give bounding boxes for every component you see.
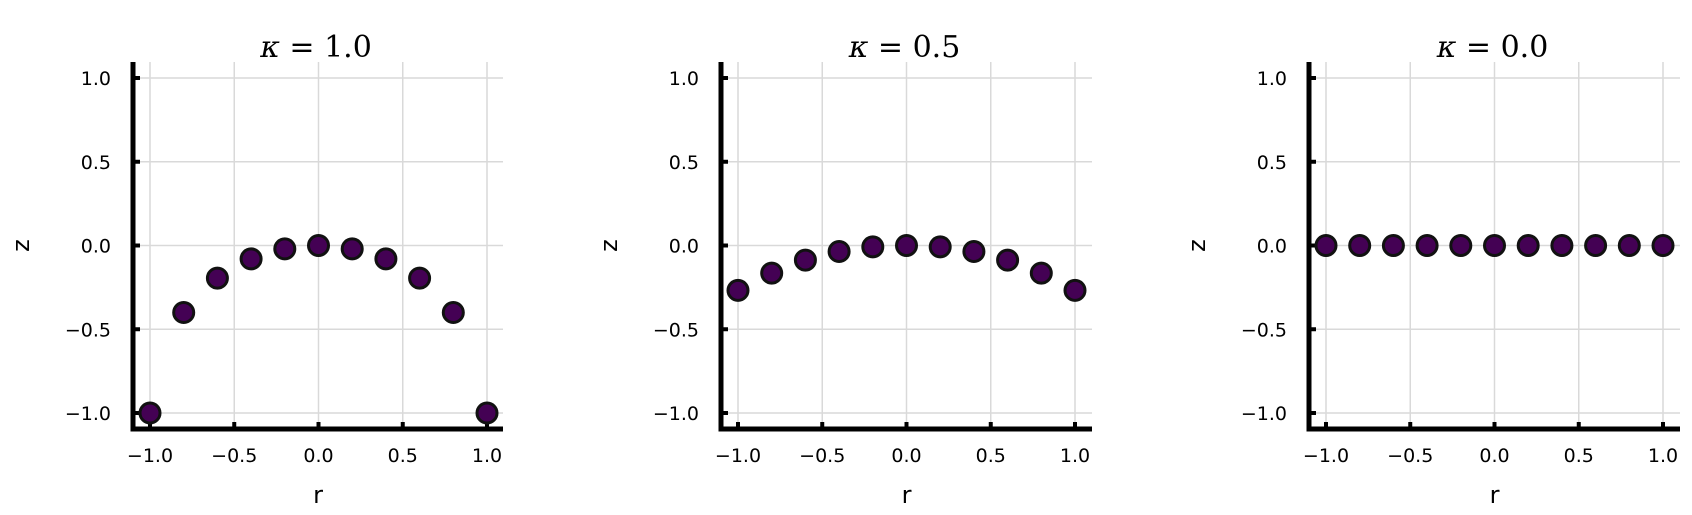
y-tick-label: 0.0 bbox=[1257, 236, 1287, 258]
data-point bbox=[441, 301, 465, 324]
data-point bbox=[138, 401, 162, 425]
panel-2: −1.0 −0.5 0.0 0.5 1.0 1.0 0.5 0.0 −0.5 −1.0 r z κ = … bbox=[595, 30, 1092, 509]
y-tick-label: −1.0 bbox=[653, 403, 699, 425]
x-tick-label: 1.0 bbox=[1060, 445, 1090, 467]
data-point bbox=[996, 248, 1020, 272]
y-tick-label: −1.0 bbox=[65, 403, 111, 425]
data-point bbox=[408, 266, 432, 290]
x-tick-label: −1.0 bbox=[1303, 445, 1349, 467]
y-tick-label: −1.0 bbox=[1241, 403, 1287, 425]
x-axis-label: r bbox=[902, 481, 912, 509]
data-point bbox=[928, 235, 952, 259]
data-point bbox=[307, 234, 330, 257]
series-points bbox=[726, 234, 1087, 302]
y-axis-label: z bbox=[7, 239, 35, 252]
title-value: = 0.5 bbox=[878, 30, 960, 65]
x-tick-label: 0.5 bbox=[388, 445, 418, 467]
data-point bbox=[172, 301, 196, 324]
x-tick-label: −1.0 bbox=[127, 445, 173, 467]
data-point bbox=[1063, 278, 1087, 302]
x-axis-label: r bbox=[1490, 481, 1500, 509]
data-point bbox=[239, 247, 263, 271]
y-tick-label: −0.5 bbox=[653, 319, 699, 341]
x-tick-label: 0.0 bbox=[891, 445, 921, 467]
title-symbol: κ bbox=[848, 30, 878, 65]
x-tick-label: 0.5 bbox=[1564, 445, 1594, 467]
x-tick-label: 1.0 bbox=[472, 445, 502, 467]
y-tick-label: 1.0 bbox=[81, 68, 111, 90]
data-point bbox=[340, 237, 364, 261]
data-point bbox=[205, 266, 229, 290]
x-tick-label: −1.0 bbox=[715, 445, 761, 467]
title-value: = 0.0 bbox=[1466, 30, 1548, 65]
x-tick-label: 0.5 bbox=[976, 445, 1006, 467]
data-point bbox=[1449, 234, 1473, 257]
y-tick-label: −0.5 bbox=[65, 319, 111, 341]
series-points bbox=[138, 234, 499, 425]
y-tick-label: 1.0 bbox=[1257, 68, 1287, 90]
x-axis-label: r bbox=[313, 481, 323, 509]
chart-title: κ = 0.5 bbox=[848, 30, 961, 65]
data-point bbox=[793, 248, 817, 272]
data-point bbox=[1584, 234, 1608, 257]
y-axis-label: z bbox=[1183, 239, 1211, 252]
data-point bbox=[1483, 234, 1506, 257]
x-tick-label: 0.0 bbox=[303, 445, 333, 467]
series-points bbox=[1314, 234, 1675, 257]
y-tick-label: 0.0 bbox=[669, 236, 699, 258]
x-tick-label: 0.0 bbox=[1479, 445, 1509, 467]
data-point bbox=[861, 235, 885, 259]
data-point bbox=[1617, 234, 1641, 257]
y-tick-label: 0.0 bbox=[81, 236, 111, 258]
title-symbol: κ bbox=[1436, 30, 1466, 65]
data-point bbox=[726, 278, 750, 302]
chart-title: κ = 1.0 bbox=[259, 30, 372, 65]
data-point bbox=[475, 401, 499, 425]
y-axis-label: z bbox=[595, 239, 623, 252]
data-point bbox=[962, 240, 986, 264]
data-point bbox=[827, 240, 851, 264]
y-tick-label: −0.5 bbox=[1241, 319, 1287, 341]
data-point bbox=[1415, 234, 1439, 257]
x-tick-label: −0.5 bbox=[211, 445, 257, 467]
data-point bbox=[1516, 234, 1540, 257]
data-point bbox=[1550, 234, 1574, 257]
y-tick-label: 1.0 bbox=[669, 68, 699, 90]
panel-3: −1.0 −0.5 0.0 0.5 1.0 1.0 0.5 0.0 −0.5 −1.0 r z κ = … bbox=[1183, 30, 1680, 509]
data-point bbox=[895, 234, 918, 257]
x-tick-label: −0.5 bbox=[799, 445, 845, 467]
data-point bbox=[1314, 234, 1338, 257]
data-point bbox=[1381, 234, 1405, 257]
data-point bbox=[1348, 234, 1372, 257]
data-point bbox=[760, 261, 784, 285]
chart-title: κ = 0.0 bbox=[1436, 30, 1549, 65]
y-tick-label: 0.5 bbox=[81, 152, 111, 174]
y-tick-label: 0.5 bbox=[1257, 152, 1287, 174]
data-point bbox=[1651, 234, 1675, 257]
x-tick-label: −0.5 bbox=[1387, 445, 1433, 467]
y-tick-label: 0.5 bbox=[669, 152, 699, 174]
x-tick-label: 1.0 bbox=[1648, 445, 1678, 467]
title-symbol: κ bbox=[259, 30, 289, 65]
panel-1: −1.0 −0.5 0.0 0.5 1.0 1.0 0.5 0.0 −0.5 −1.0 r z κ = … bbox=[7, 30, 503, 509]
title-value: = 1.0 bbox=[289, 30, 371, 65]
data-point bbox=[374, 247, 398, 271]
data-point bbox=[273, 237, 297, 261]
data-point bbox=[1029, 261, 1053, 285]
